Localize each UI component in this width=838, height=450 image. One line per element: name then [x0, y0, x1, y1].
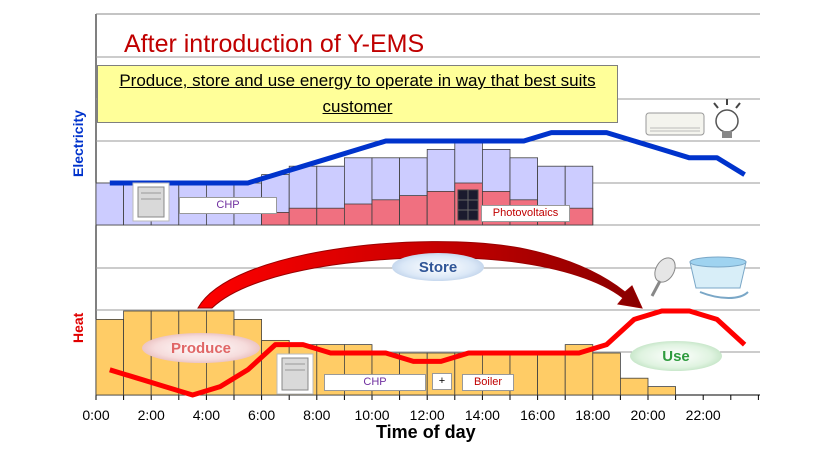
x-tick-label: 18:00	[575, 407, 611, 423]
photovoltaics-bar	[399, 195, 428, 226]
chp-unit-icon	[276, 353, 314, 395]
x-tick-label: 2:00	[137, 407, 165, 423]
x-tick-label: 16:00	[520, 407, 556, 423]
use-oval: Use	[630, 341, 722, 371]
bath-shower-icon	[650, 256, 749, 299]
photovoltaics-bar	[343, 203, 373, 226]
electricity-demand-line	[109, 130, 746, 186]
plus-label: +	[432, 373, 452, 390]
chp-unit-icon	[132, 182, 170, 222]
chp-bar	[95, 182, 125, 226]
store-arrow	[197, 241, 643, 309]
boiler-label: Boiler	[462, 374, 514, 391]
solar-panel-icon	[457, 189, 479, 221]
x-tick-label: 10:00	[354, 407, 390, 423]
x-tick-label: 8:00	[303, 407, 331, 423]
x-tick-label: 14:00	[464, 407, 500, 423]
light-bulb-icon	[713, 99, 741, 138]
chp-label-bottom: CHP	[324, 374, 426, 391]
subtitle-box: Produce, store and use energy to operate…	[97, 65, 618, 123]
heat-demand-line	[109, 308, 747, 398]
heat-supply-bar	[620, 377, 649, 396]
photovoltaics-bar	[371, 199, 401, 226]
subtitle-text: Produce, store and use energy to operate…	[119, 71, 596, 116]
chp-label-top: CHP	[179, 197, 277, 214]
heat-supply-bar	[537, 352, 566, 396]
x-tick-label: 6:00	[247, 407, 276, 423]
photovoltaics-label: Photovoltaics	[481, 205, 570, 222]
x-tick-label: 12:00	[409, 407, 445, 423]
heat-supply-bar	[95, 318, 125, 396]
x-axis-title: Time of day	[376, 422, 476, 442]
x-tick-label: 20:00	[630, 407, 666, 423]
photovoltaics-bar	[288, 207, 318, 226]
heat-axis-label: Heat	[70, 312, 86, 343]
photovoltaics-bar	[316, 207, 345, 226]
x-tick-label: 22:00	[685, 407, 721, 423]
air-conditioner-icon	[645, 112, 705, 136]
heat-supply-bar	[592, 352, 621, 396]
x-tick-label: 0:00	[82, 407, 110, 423]
electricity-axis-label: Electricity	[70, 110, 86, 177]
photovoltaics-bar	[426, 190, 456, 226]
x-tick-label: 4:00	[192, 407, 221, 423]
produce-oval: Produce	[142, 333, 260, 363]
heat-supply-bar	[647, 386, 677, 396]
store-oval: Store	[392, 253, 484, 281]
heat-supply-bar	[509, 352, 539, 396]
photovoltaics-bar	[261, 211, 290, 226]
slide-title: After introduction of Y-EMS	[124, 30, 425, 58]
